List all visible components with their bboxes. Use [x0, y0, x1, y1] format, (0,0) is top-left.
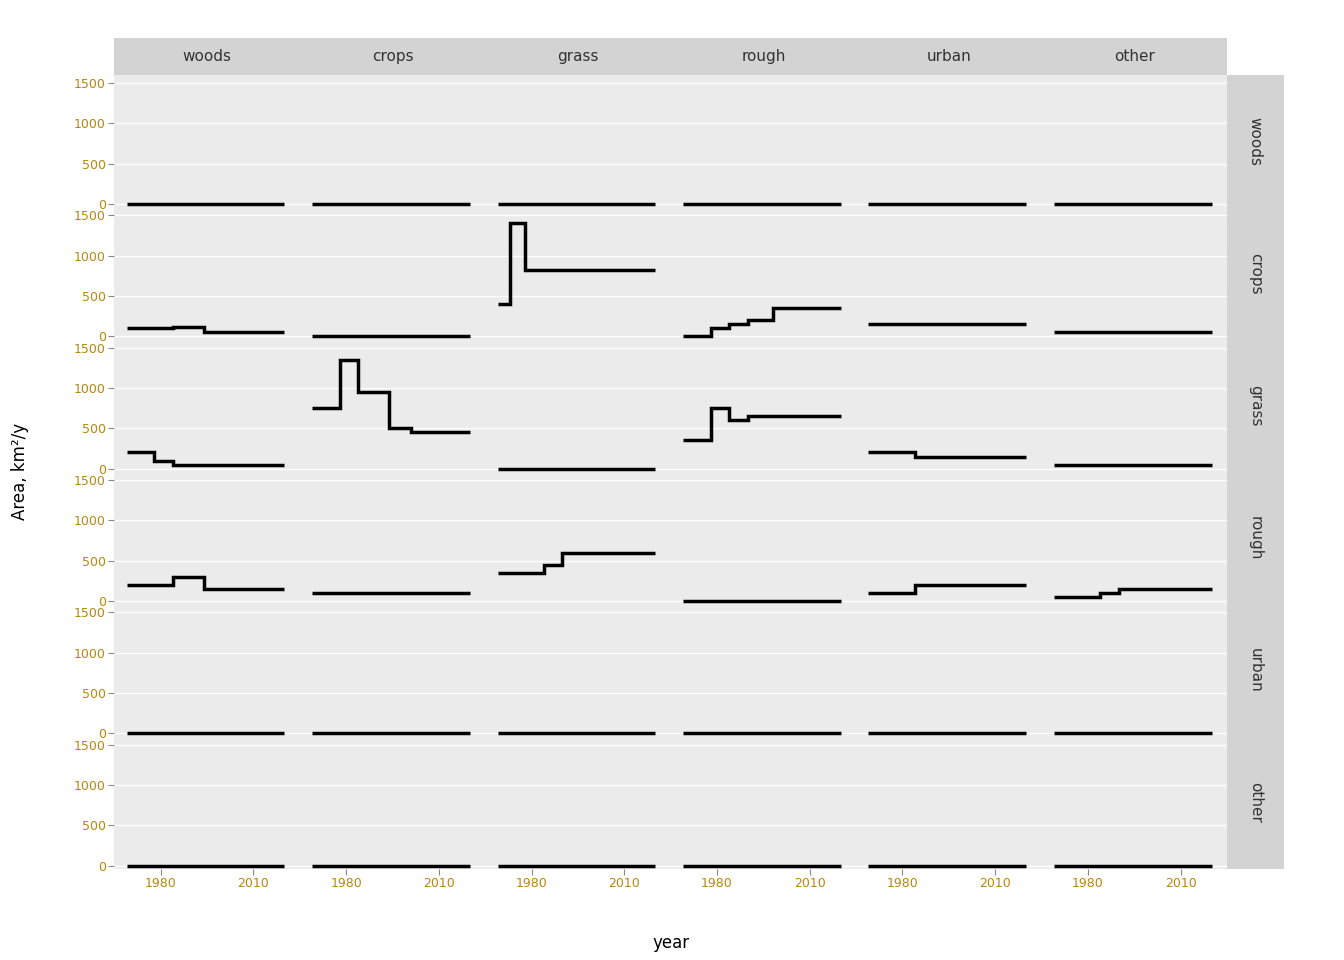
Text: grass: grass [1247, 385, 1263, 426]
Text: crops: crops [372, 49, 413, 64]
Text: urban: urban [926, 49, 972, 64]
Text: rough: rough [1247, 516, 1263, 561]
Text: crops: crops [1247, 252, 1263, 294]
Text: urban: urban [1247, 648, 1263, 693]
Text: woods: woods [183, 49, 231, 64]
Text: grass: grass [558, 49, 598, 64]
Text: rough: rough [741, 49, 786, 64]
Text: Area, km²/y: Area, km²/y [11, 423, 30, 520]
Text: other: other [1247, 782, 1263, 823]
Text: year: year [652, 934, 689, 951]
Text: other: other [1114, 49, 1154, 64]
Text: woods: woods [1247, 116, 1263, 165]
